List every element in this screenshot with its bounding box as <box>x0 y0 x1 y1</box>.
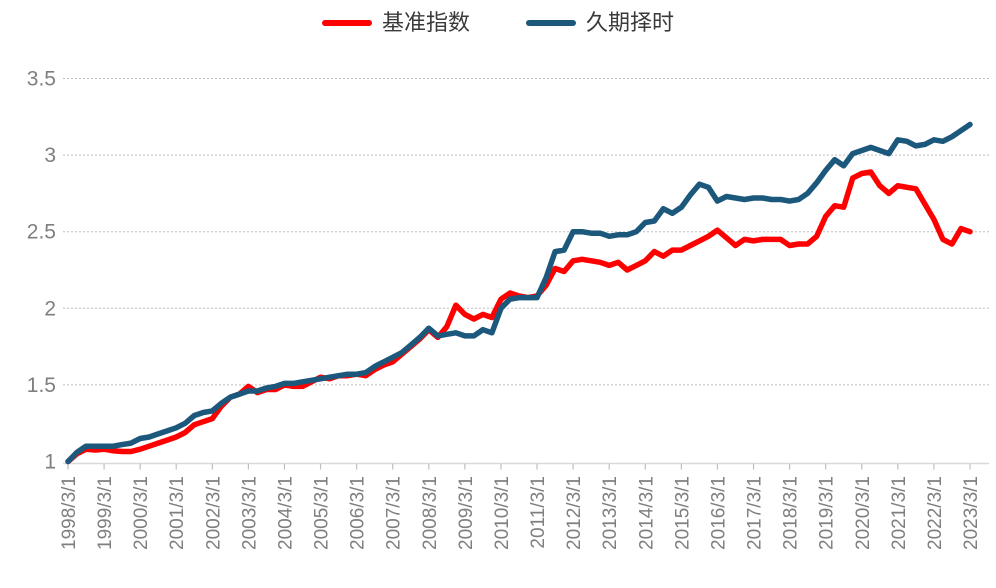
x-tick-label: 2018/3/1 <box>781 476 802 550</box>
x-tick-label: 2005/3/1 <box>312 476 333 550</box>
x-axis <box>63 462 989 470</box>
benchmark-series-line <box>65 169 973 465</box>
x-tick-label: 2003/3/1 <box>239 476 260 550</box>
x-tick-label: 2001/3/1 <box>167 476 188 550</box>
y-tick-label: 1.5 <box>27 374 56 397</box>
x-tick-label: 2013/3/1 <box>600 476 621 550</box>
y-axis-labels: 1 1.5 2 2.5 3 3.5 <box>27 68 56 474</box>
x-axis-labels: 1998/3/1 1999/3/1 2000/3/1 2001/3/1 2002/3/1… <box>59 476 982 550</box>
x-tick-label: 2002/3/1 <box>203 476 224 550</box>
x-tick-label: 2017/3/1 <box>745 476 766 550</box>
x-tick-label: 1999/3/1 <box>95 476 116 550</box>
x-tick-label: 2012/3/1 <box>564 476 585 550</box>
x-tick-label: 2010/3/1 <box>492 476 513 550</box>
x-tick-label: 2009/3/1 <box>456 476 477 550</box>
x-tick-label: 2023/3/1 <box>961 476 982 550</box>
gridlines <box>63 78 989 386</box>
x-tick-label: 2011/3/1 <box>528 476 549 549</box>
duration-series-line <box>65 121 973 465</box>
x-tick-label: 2022/3/1 <box>925 476 946 550</box>
x-tick-label: 1998/3/1 <box>59 476 80 550</box>
x-tick-label: 2008/3/1 <box>420 476 441 550</box>
x-tick-label: 2004/3/1 <box>275 476 296 550</box>
x-tick-label: 2000/3/1 <box>131 476 152 550</box>
series-lines <box>65 121 973 465</box>
x-tick-label: 2019/3/1 <box>817 476 838 550</box>
x-tick-label: 2014/3/1 <box>636 476 657 550</box>
y-tick-label: 2 <box>44 297 56 320</box>
x-tick-label: 2015/3/1 <box>672 476 693 550</box>
x-tick-label: 2021/3/1 <box>889 476 910 550</box>
x-tick-label: 2016/3/1 <box>708 476 729 550</box>
y-tick-label: 1 <box>44 451 56 474</box>
x-tick-label: 2006/3/1 <box>348 476 369 550</box>
y-tick-label: 2.5 <box>27 221 56 244</box>
y-tick-label: 3.5 <box>27 68 56 91</box>
y-tick-label: 3 <box>44 144 56 167</box>
x-tick-label: 2007/3/1 <box>384 476 405 550</box>
x-tick-label: 2020/3/1 <box>853 476 874 550</box>
